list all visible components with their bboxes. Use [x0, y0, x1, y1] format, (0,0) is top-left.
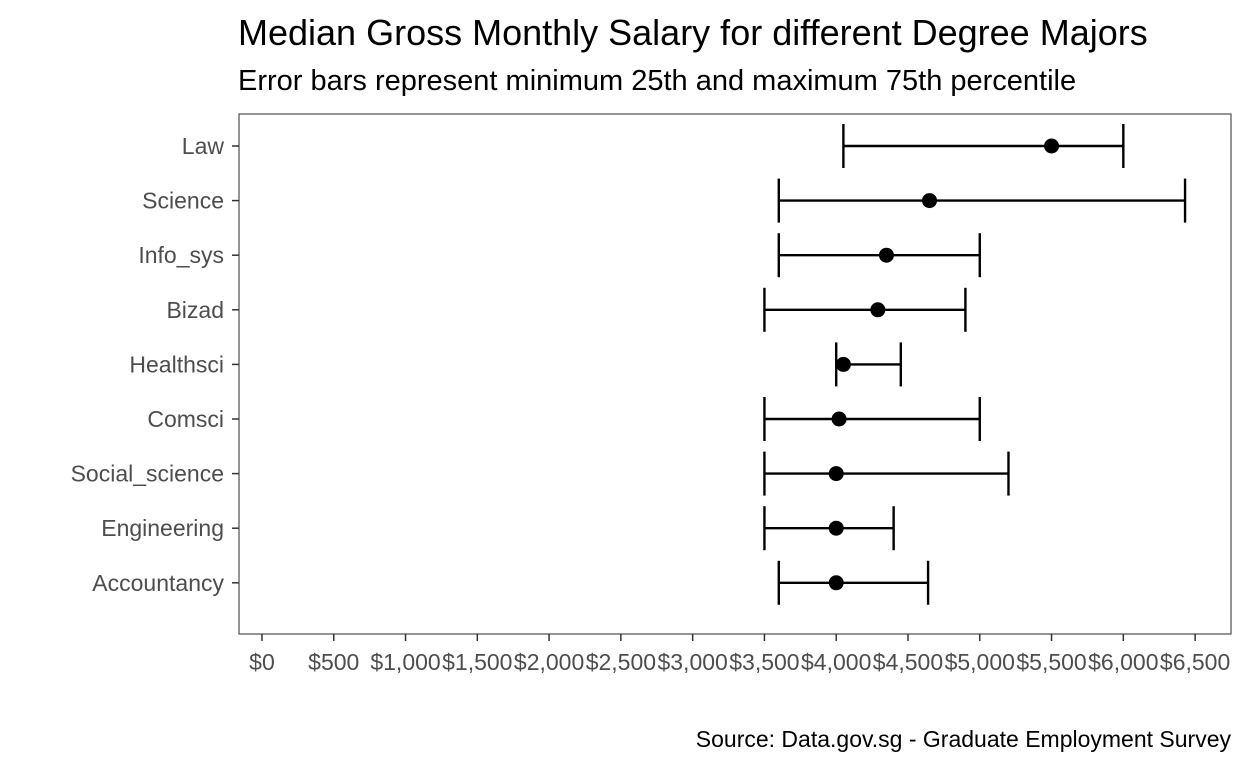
x-tick-label: $4,500: [873, 649, 943, 675]
x-tick-label: $6,000: [1088, 649, 1158, 675]
median-point: [1044, 138, 1060, 154]
x-axis: $0 $500 $1,000 $1,500 $2,000 $2,500 $3,000 $3,5…: [249, 634, 1230, 675]
y-tick-label: Comsci: [147, 406, 224, 432]
chart-marks: [763, 124, 1187, 605]
median-point: [870, 302, 886, 318]
errorbar-accountancy: [777, 560, 930, 605]
errorbar-social-science: [763, 451, 1010, 496]
median-point: [835, 356, 851, 372]
chart-subtitle: Error bars represent minimum 25th and ma…: [238, 65, 1076, 97]
errorbar-law: [842, 124, 1125, 168]
chart-title: Median Gross Monthly Salary for differen…: [238, 12, 1148, 53]
x-tick-label: $2,000: [514, 649, 584, 675]
y-tick-label: Law: [182, 133, 225, 159]
y-tick-label: Healthsci: [129, 351, 224, 377]
chart-caption: Source: Data.gov.sg - Graduate Employmen…: [696, 726, 1232, 752]
y-tick-label: Engineering: [101, 515, 224, 541]
x-tick-label: $4,000: [801, 649, 871, 675]
y-tick-label: Accountancy: [92, 570, 224, 596]
y-tick-label: Science: [142, 188, 224, 214]
errorbar-comsci: [763, 397, 981, 441]
median-point: [922, 193, 938, 209]
x-tick-label: $0: [249, 649, 275, 675]
x-tick-label: $1,500: [442, 649, 512, 675]
errorbar-info-sys: [777, 233, 981, 278]
errorbar-engineering: [763, 506, 895, 551]
errorbar-healthsci: [835, 342, 903, 387]
x-tick-label: $5,500: [1016, 649, 1086, 675]
median-point: [828, 466, 844, 482]
x-tick-label: $1,000: [370, 649, 440, 675]
x-tick-label: $5,000: [945, 649, 1015, 675]
median-point: [878, 247, 894, 263]
x-tick-label: $3,000: [657, 649, 727, 675]
x-tick-label: $6,500: [1160, 649, 1230, 675]
median-point: [828, 520, 844, 536]
median-point: [828, 575, 844, 591]
x-tick-label: $500: [308, 649, 359, 675]
errorbar-science: [777, 178, 1187, 223]
x-tick-label: $3,500: [729, 649, 799, 675]
median-point: [831, 411, 847, 427]
y-tick-label: Bizad: [166, 297, 224, 323]
y-tick-label: Social_science: [71, 461, 224, 487]
y-tick-label: Info_sys: [138, 242, 224, 268]
plot-panel: [238, 113, 1232, 635]
y-axis: Law Science Info_sys Bizad Healthsci Comsci So…: [71, 133, 239, 596]
x-tick-label: $2,500: [586, 649, 656, 675]
errorbar-bizad: [763, 287, 967, 332]
